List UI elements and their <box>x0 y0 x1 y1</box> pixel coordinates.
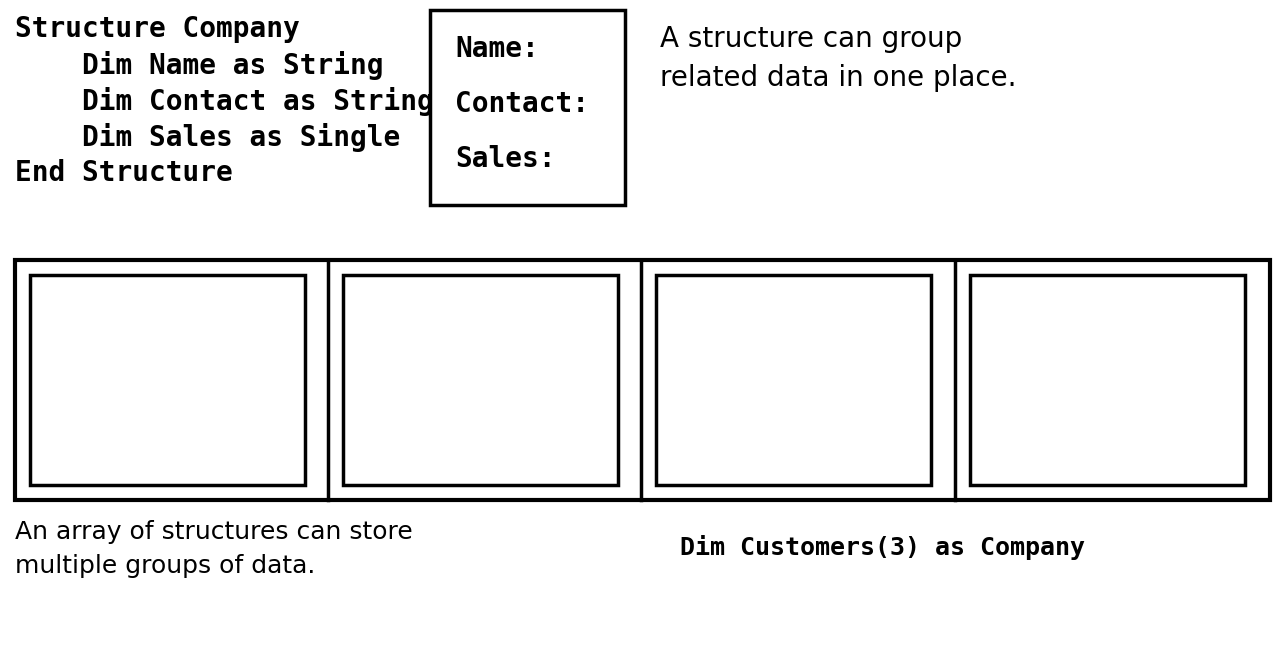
Text: End Structure: End Structure <box>15 159 233 187</box>
Text: Contact:: Contact: <box>50 358 184 386</box>
Text: Sales:: Sales: <box>362 416 464 444</box>
Text: Sales:: Sales: <box>455 145 555 173</box>
Text: Dim Sales as Single: Dim Sales as Single <box>15 123 400 152</box>
Text: An array of structures can store
multiple groups of data.: An array of structures can store multipl… <box>15 520 412 578</box>
Text: Sales:: Sales: <box>676 416 776 444</box>
Text: Sales:: Sales: <box>50 416 150 444</box>
Text: Name:: Name: <box>455 35 538 63</box>
Text: Name:: Name: <box>362 300 447 328</box>
Text: A structure can group
related data in one place.: A structure can group related data in on… <box>660 25 1016 92</box>
Text: Contact:: Contact: <box>455 90 589 118</box>
Text: Dim Name as String: Dim Name as String <box>15 51 383 80</box>
Text: Dim Customers(3) as Company: Dim Customers(3) as Company <box>680 535 1085 560</box>
Text: Name:: Name: <box>676 300 759 328</box>
Text: Name:: Name: <box>989 300 1074 328</box>
Text: Contact:: Contact: <box>989 358 1124 386</box>
Bar <box>343 275 618 485</box>
Text: Contact:: Contact: <box>676 358 810 386</box>
Bar <box>15 260 1270 500</box>
Text: Contact:: Contact: <box>362 358 497 386</box>
Text: Dim Contact as String: Dim Contact as String <box>15 87 434 116</box>
Bar <box>430 10 625 205</box>
Bar <box>30 275 305 485</box>
Text: Sales:: Sales: <box>989 416 1091 444</box>
Bar <box>970 275 1245 485</box>
Text: Name:: Name: <box>50 300 134 328</box>
Bar <box>657 275 932 485</box>
Text: Structure Company: Structure Company <box>15 15 299 43</box>
